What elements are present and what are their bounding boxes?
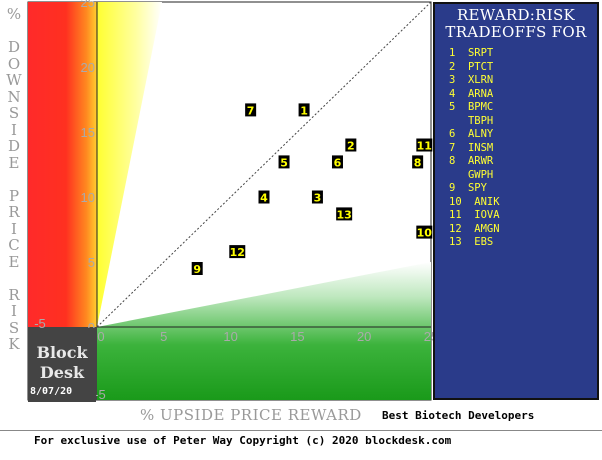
legend-item: 8 ARWR <box>449 155 494 167</box>
legend-item: 6 ALNY <box>449 128 494 140</box>
y-tick-label: 5 <box>88 255 95 270</box>
footer-copyright: For exclusive use of Peter Way Copyright… <box>34 434 452 447</box>
y-tick-label: 25 <box>81 0 95 10</box>
legend-title-line-1: REWARD:RISK <box>456 6 576 24</box>
y-axis-label-char <box>4 23 24 40</box>
legend-item: 1 SRPT <box>449 47 494 59</box>
legend-item: TBPH <box>449 114 494 127</box>
legend-item: 9 SPY <box>449 182 487 194</box>
legend-panel: REWARD:RISK TRADEOFFS FOR 1 SRPT 2 PTCT … <box>433 2 599 400</box>
y-axis-label-char: R <box>8 203 20 221</box>
legend-title-line-2: TRADEOFFS FOR <box>445 23 587 41</box>
x-tick-label: 0 <box>97 329 104 344</box>
y-axis-label-char: I <box>11 219 17 238</box>
y-axis-label-char: I <box>11 302 17 320</box>
y-axis-label-char: S <box>8 318 20 337</box>
legend-item: 12 AMGN <box>449 222 500 235</box>
scatter-point-label: 4 <box>260 192 268 205</box>
x-tick-label: 20 <box>357 329 371 344</box>
legend-item: 2 PTCT <box>449 60 494 73</box>
scatter-point-label: 2 <box>347 140 355 153</box>
scatter-point-marker <box>311 190 323 204</box>
y-tick-label: 15 <box>81 125 95 140</box>
y-axis-label-char: D <box>7 137 21 155</box>
scatter-point-marker <box>336 207 353 221</box>
y-axis-label-char: % <box>6 5 22 23</box>
legend-title: REWARD:RISK TRADEOFFS FOR <box>435 7 597 41</box>
y-axis-label-char: P <box>8 186 20 205</box>
scatter-point-marker <box>412 155 424 169</box>
brand-line-1: Block <box>36 343 88 362</box>
chart-subtitle: Best Biotech Developers <box>382 409 535 422</box>
y-axis-label-char: K <box>8 335 20 353</box>
footer-divider <box>0 430 602 431</box>
x-tick-label: 15 <box>290 329 304 344</box>
scatter-point-marker <box>258 190 270 204</box>
scatter-point-label: 3 <box>314 192 322 205</box>
scatter-point-marker <box>278 155 290 169</box>
x-tick-label: 10 <box>223 329 237 344</box>
scatter-point-marker <box>191 262 203 275</box>
y-tick-label: 0 <box>88 320 95 335</box>
y-tick-label: 20 <box>81 60 95 75</box>
scatter-point-label: 8 <box>414 156 422 169</box>
y-axis-label-char: N <box>7 87 21 106</box>
x-axis-label: % UPSIDE PRICE REWARD <box>140 406 362 424</box>
y-axis-label-char: W <box>6 71 22 89</box>
scatter-point-label: 7 <box>247 104 255 117</box>
y-axis-label-char <box>4 270 24 287</box>
scatter-point-marker <box>331 155 343 169</box>
chart-date: 8/07/20 <box>30 386 73 397</box>
y-axis-label-char: D <box>7 38 21 56</box>
x-tick-label: -5 <box>94 387 106 402</box>
scatter-point-label: 9 <box>193 263 201 276</box>
yellow-caution-zone <box>97 2 162 327</box>
legend-item: 5 BPMC <box>449 101 494 113</box>
diagonal-reference-line <box>96 1 432 328</box>
scatter-point-marker <box>416 225 433 239</box>
red-risk-zone <box>28 2 97 327</box>
scatter-point-label: 12 <box>230 246 245 259</box>
y-axis-label-char: E <box>8 252 20 271</box>
y-axis-label-char: E <box>8 153 20 172</box>
scatter-point-marker <box>298 103 310 117</box>
scatter-point-label: 1 <box>300 104 308 117</box>
legend-item: GWPH <box>449 168 494 181</box>
scatter-point-label: 6 <box>334 156 342 169</box>
y-axis-label-char: C <box>8 236 20 254</box>
scatter-point-marker <box>245 103 257 117</box>
brand-line-2: Desk <box>39 363 85 382</box>
legend-item: 3 XLRN <box>449 74 494 86</box>
y-tick-label: -5 <box>34 316 46 331</box>
x-tick-label: 5 <box>160 329 167 344</box>
y-axis-label-char: I <box>11 120 17 139</box>
scatter-point-label: 11 <box>417 140 432 153</box>
legend-item: 13 EBS <box>449 236 494 248</box>
legend-item: 7 INSM <box>449 141 494 154</box>
y-axis-label-char: S <box>8 104 20 122</box>
y-axis-label-char: O <box>7 54 21 73</box>
y-axis-label-char <box>4 171 24 188</box>
brand-block: Block Desk 8/07/20 <box>28 328 96 402</box>
y-axis-label-char: R <box>8 285 20 304</box>
scatter-point-marker <box>416 138 433 152</box>
y-tick-label: 10 <box>81 190 95 205</box>
scatter-point-marker <box>229 245 246 259</box>
legend-item: 4 ARNA <box>449 87 494 100</box>
legend-item: 10 ANIK <box>449 195 500 208</box>
legend-list: 1 SRPT 2 PTCT 3 XLRN 4 ARNA 5 BPMC TBPH … <box>449 47 500 250</box>
legend-item: 11 IOVA <box>449 209 500 221</box>
scatter-point-label: 5 <box>280 156 288 169</box>
green-reward-zone <box>97 262 431 400</box>
scatter-point-label: 13 <box>337 208 352 221</box>
scatter-point-marker <box>345 138 357 152</box>
scatter-point-label: 10 <box>417 227 433 240</box>
